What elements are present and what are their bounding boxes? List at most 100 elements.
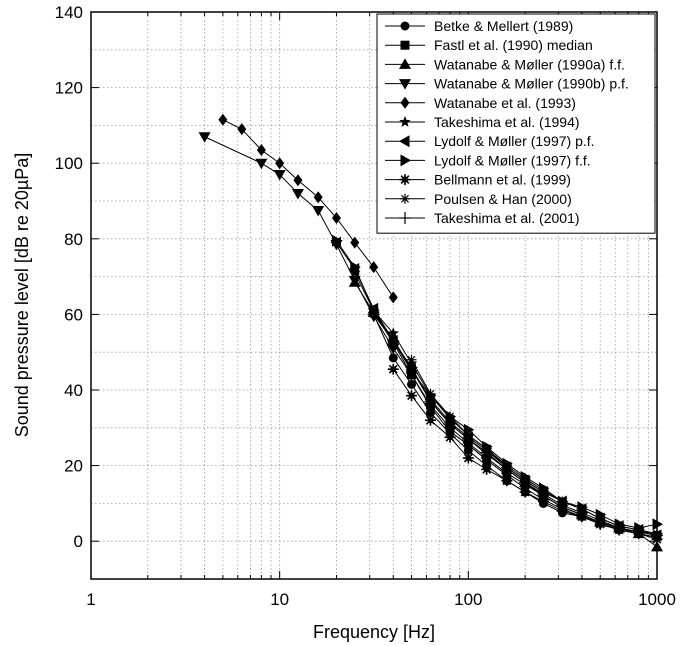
data-point [406, 390, 418, 402]
y-tick-label: 40 [64, 381, 83, 400]
data-point [594, 514, 607, 527]
data-point [387, 334, 400, 347]
legend-entry: Fastl et al. (1990) median [385, 37, 593, 53]
legend-entry: Takeshima et al. (2001) [385, 210, 580, 226]
data-point [556, 499, 569, 512]
data-point [255, 158, 268, 170]
legend-label: Bellmann et al. (1999) [434, 172, 571, 188]
legend-marker [400, 96, 410, 109]
legend-label: Watanabe & Møller (1990b) p.f. [434, 76, 629, 92]
data-point [594, 518, 606, 530]
legend-label: Betke & Mellert (1989) [434, 18, 573, 34]
y-tick-label: 20 [64, 457, 83, 476]
legend-marker [399, 212, 411, 224]
x-tick-label: 100 [454, 590, 482, 609]
data-point [613, 521, 626, 534]
plot-frame [90, 11, 658, 580]
data-point [501, 475, 513, 487]
legend-marker [399, 174, 411, 186]
data-point [445, 411, 456, 422]
data-point [405, 361, 418, 374]
data-point [519, 486, 531, 498]
legend-entry: Watanabe & Møller (1990a) f.f. [385, 56, 625, 72]
data-point [424, 395, 437, 408]
data-point [424, 414, 436, 426]
legend: Betke & Mellert (1989) Fastl et al. (1990… [376, 13, 656, 234]
legend-marker [399, 135, 410, 148]
legend-entry: Poulsen & Han (2000) [385, 191, 572, 207]
data-point [293, 174, 303, 187]
data-point [291, 188, 304, 200]
data-point [407, 365, 418, 378]
y-tick-label: 60 [64, 305, 83, 324]
data-point [198, 132, 211, 143]
y-axis-label: Sound pressure level [dB re 20µPa] [12, 153, 32, 438]
y-tick-label: 0 [74, 532, 83, 551]
legend-entry: Betke & Mellert (1989) [385, 18, 573, 34]
data-point [462, 440, 475, 451]
data-point [331, 234, 343, 247]
grid-lines [91, 12, 657, 579]
legend-entry: Watanabe & Møller (1990b) p.f. [385, 76, 629, 92]
series-line [222, 119, 394, 298]
data-point [500, 463, 513, 476]
legend-entry: Takeshima et al. (1994) [385, 114, 580, 130]
series-line [373, 314, 658, 537]
data-point [575, 506, 588, 519]
data-point [462, 433, 475, 446]
x-axis-label: Frequency [Hz] [313, 622, 435, 642]
legend-entry: Bellmann et al. (1999) [385, 172, 571, 188]
x-tick-label: 10 [270, 590, 289, 609]
data-point [350, 236, 360, 249]
series-5 [218, 113, 398, 304]
data-point [369, 261, 379, 274]
data-point [387, 327, 399, 339]
y-tick-label: 80 [64, 230, 83, 249]
data-point [256, 143, 266, 156]
data-point [519, 476, 532, 489]
legend-label: Takeshima et al. (1994) [434, 114, 580, 130]
legend-marker [400, 21, 410, 31]
legend-label: Lydolf & Møller (1997) f.f. [434, 152, 591, 168]
legend-box [376, 13, 656, 234]
axis-ticks: 1 10 100 1000 0 20 40 60 80 100 120 140 [55, 3, 676, 609]
data-point [444, 418, 457, 431]
legend-entry: Lydolf & Møller (1997) p.f. [385, 133, 595, 149]
legend-marker [400, 40, 410, 50]
data-point [350, 261, 361, 274]
legend-marker [400, 154, 411, 167]
legend-marker [399, 79, 411, 90]
series-layer [198, 113, 663, 552]
data-point [312, 205, 325, 217]
legend-marker [399, 116, 411, 127]
data-point [462, 452, 474, 464]
data-point [480, 455, 493, 466]
data-point [480, 446, 493, 459]
data-point [331, 212, 341, 225]
legend-label: Lydolf & Møller (1997) p.f. [434, 133, 595, 149]
data-point [444, 431, 456, 443]
data-point [387, 363, 399, 375]
data-point [388, 353, 398, 363]
y-tick-label: 120 [55, 79, 83, 98]
data-point [273, 170, 286, 181]
data-point [369, 304, 380, 317]
data-point [367, 308, 380, 321]
y-tick-label: 100 [55, 154, 83, 173]
legend-label: Poulsen & Han (2000) [434, 191, 572, 207]
legend-label: Watanabe et al. (1993) [434, 95, 576, 111]
data-point [632, 525, 645, 538]
legend-marker [399, 58, 411, 69]
data-point [537, 487, 550, 500]
legend-entry: Lydolf & Møller (1997) f.f. [385, 152, 591, 168]
x-tick-label: 1000 [638, 590, 676, 609]
data-point [481, 463, 493, 475]
legend-label: Fastl et al. (1990) median [434, 37, 593, 53]
data-point [313, 191, 323, 204]
legend-label: Watanabe & Møller (1990a) f.f. [434, 56, 625, 72]
legend-marker [400, 193, 410, 204]
y-tick-label: 140 [55, 3, 83, 22]
data-point [218, 113, 228, 126]
data-point [275, 157, 285, 170]
